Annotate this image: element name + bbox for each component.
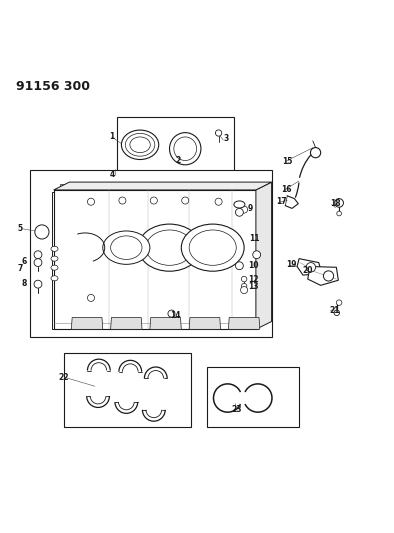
Text: 91156 300: 91156 300 — [17, 80, 90, 93]
Ellipse shape — [189, 230, 236, 265]
Circle shape — [182, 197, 189, 204]
Text: 15: 15 — [282, 157, 293, 166]
Circle shape — [119, 197, 126, 204]
Text: 20: 20 — [302, 266, 313, 275]
Text: 12: 12 — [248, 274, 258, 284]
Circle shape — [306, 263, 316, 272]
Polygon shape — [297, 259, 322, 275]
Circle shape — [34, 259, 42, 266]
Circle shape — [335, 199, 344, 207]
Circle shape — [242, 284, 247, 289]
Ellipse shape — [51, 246, 58, 252]
Polygon shape — [54, 190, 256, 329]
Text: 7: 7 — [18, 264, 23, 273]
Circle shape — [310, 148, 321, 158]
Text: 13: 13 — [248, 281, 258, 290]
Text: 14: 14 — [170, 311, 181, 320]
Ellipse shape — [181, 224, 244, 271]
Circle shape — [34, 251, 42, 259]
Circle shape — [236, 262, 243, 270]
Text: 6: 6 — [22, 257, 27, 266]
Ellipse shape — [103, 231, 150, 264]
Ellipse shape — [51, 265, 58, 270]
Circle shape — [236, 208, 243, 216]
Text: 5: 5 — [17, 224, 22, 233]
Text: 17: 17 — [276, 197, 287, 206]
Ellipse shape — [130, 137, 150, 152]
Ellipse shape — [234, 201, 245, 208]
Ellipse shape — [146, 230, 193, 265]
Ellipse shape — [169, 133, 201, 165]
Circle shape — [216, 130, 222, 136]
Text: 21: 21 — [330, 306, 340, 315]
Ellipse shape — [111, 236, 142, 260]
Circle shape — [34, 280, 42, 288]
Polygon shape — [308, 266, 338, 285]
Polygon shape — [111, 318, 142, 329]
Text: 16: 16 — [281, 185, 292, 195]
Polygon shape — [54, 182, 271, 190]
Ellipse shape — [125, 133, 155, 156]
Circle shape — [241, 206, 248, 213]
Circle shape — [337, 211, 342, 216]
Ellipse shape — [51, 256, 58, 261]
Text: 8: 8 — [22, 279, 27, 288]
Ellipse shape — [51, 276, 58, 281]
Text: 3: 3 — [223, 134, 229, 143]
Polygon shape — [52, 192, 258, 329]
Polygon shape — [229, 318, 260, 329]
Circle shape — [168, 310, 175, 317]
Circle shape — [253, 251, 260, 259]
Text: 9: 9 — [248, 204, 253, 213]
Ellipse shape — [174, 137, 197, 160]
Ellipse shape — [138, 224, 201, 271]
Bar — [63, 353, 191, 427]
Bar — [117, 117, 234, 174]
Text: 19: 19 — [286, 260, 297, 269]
Polygon shape — [189, 318, 221, 329]
Ellipse shape — [121, 130, 159, 159]
Circle shape — [150, 197, 157, 204]
Polygon shape — [71, 318, 103, 329]
Polygon shape — [59, 184, 248, 196]
Text: 4: 4 — [110, 170, 115, 179]
Circle shape — [242, 276, 247, 282]
Circle shape — [241, 287, 248, 294]
Polygon shape — [256, 182, 271, 329]
Text: 1: 1 — [109, 132, 114, 141]
Text: 10: 10 — [248, 261, 258, 270]
Text: 23: 23 — [232, 405, 242, 414]
Bar — [207, 367, 299, 427]
Circle shape — [323, 271, 334, 281]
Circle shape — [215, 198, 222, 205]
Circle shape — [35, 225, 49, 239]
Bar — [30, 171, 271, 337]
Text: 2: 2 — [175, 156, 181, 165]
Text: 11: 11 — [250, 234, 260, 243]
Circle shape — [334, 310, 340, 316]
Text: 18: 18 — [331, 199, 341, 208]
Circle shape — [87, 294, 95, 302]
Circle shape — [87, 198, 95, 205]
Circle shape — [336, 300, 342, 305]
Text: 22: 22 — [59, 373, 69, 382]
Polygon shape — [150, 318, 181, 329]
